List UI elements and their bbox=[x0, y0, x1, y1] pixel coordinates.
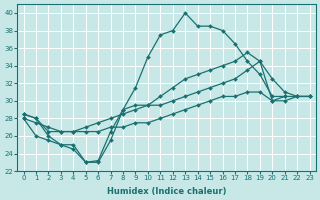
X-axis label: Humidex (Indice chaleur): Humidex (Indice chaleur) bbox=[107, 187, 226, 196]
